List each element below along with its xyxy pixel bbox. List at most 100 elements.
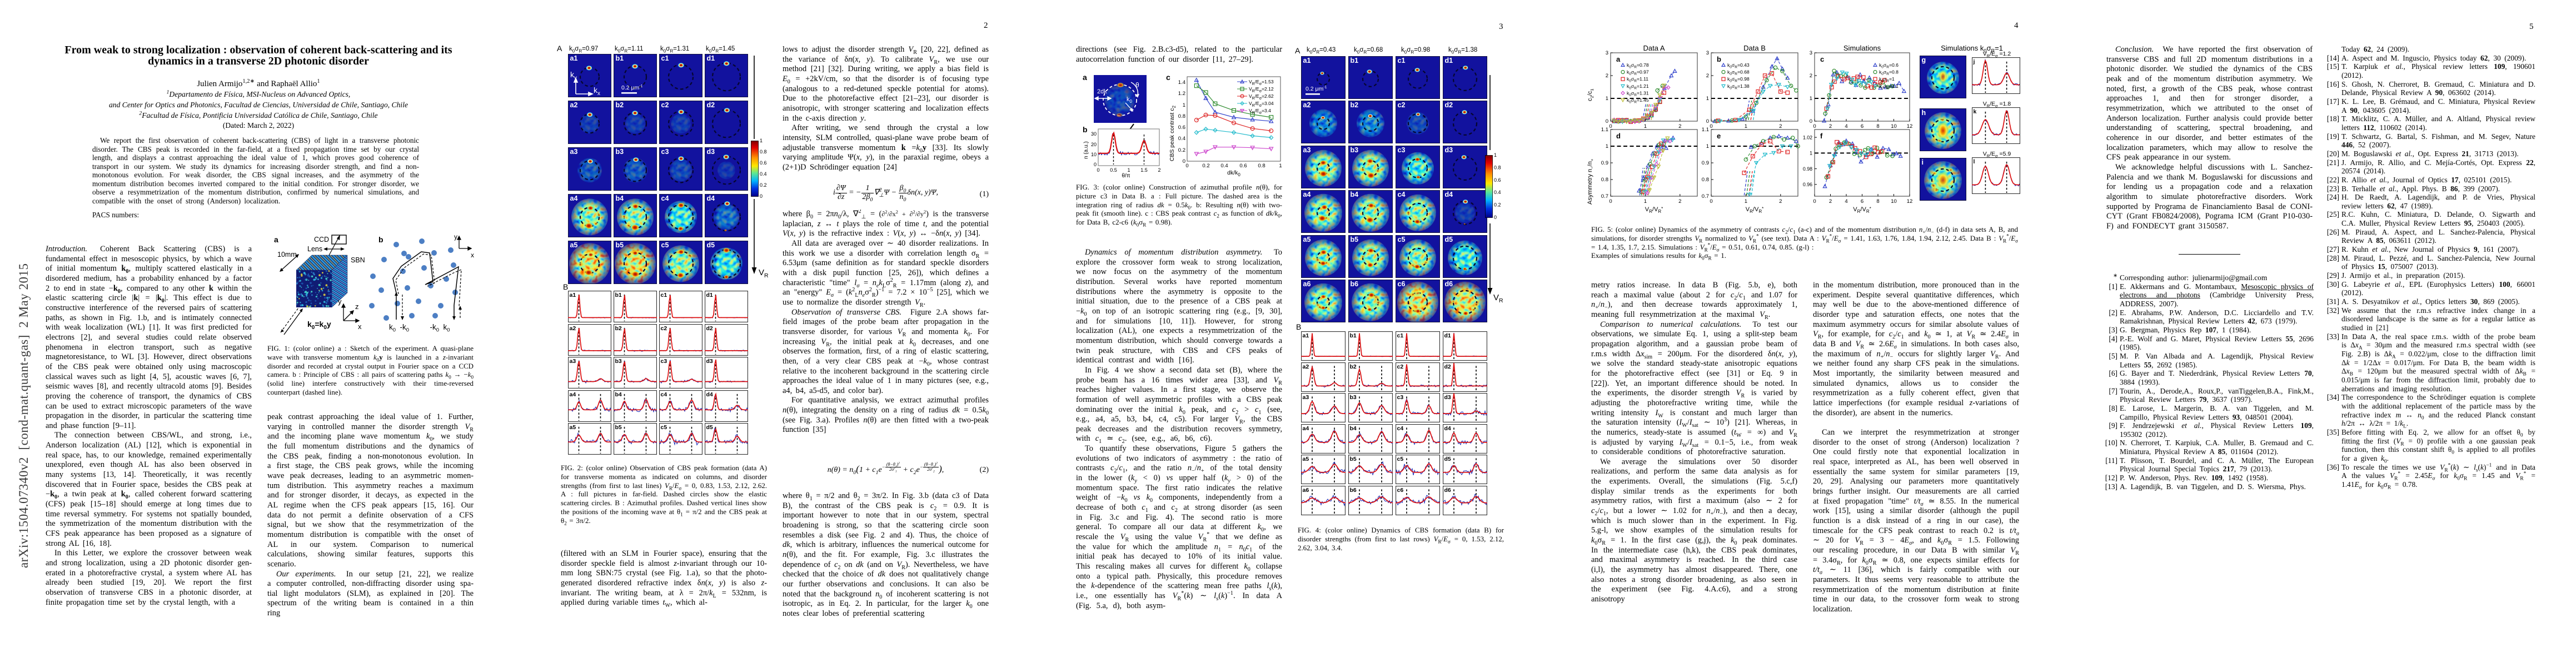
svg-text:0: 0 [760, 193, 763, 199]
svg-text:b3: b3 [1350, 394, 1357, 401]
svg-text:a5: a5 [1303, 236, 1311, 243]
svg-text:k0σR=1.11: k0σR=1.11 [1627, 76, 1648, 83]
svg-text:y: y [454, 235, 457, 241]
svg-text:0: 0 [1609, 123, 1612, 130]
svg-text:0.8: 0.8 [1258, 163, 1265, 169]
svg-text:1: 1 [1183, 102, 1185, 108]
svg-text:10: 10 [1091, 152, 1097, 157]
svg-text:b1: b1 [1351, 57, 1359, 64]
svg-text:n (a.u.): n (a.u.) [1083, 141, 1089, 159]
svg-text:VR/Eσ=2.12: VR/Eσ=2.12 [1249, 86, 1274, 93]
svg-text:a5: a5 [570, 424, 576, 431]
svg-text:1: 1 [1745, 123, 1747, 130]
svg-text:3: 3 [1606, 50, 1608, 56]
svg-text:VR/VR*: VR/VR* [1853, 206, 1871, 213]
svg-text:d: d [1616, 132, 1621, 140]
svg-text:d3: d3 [1445, 146, 1453, 154]
svg-text:CCD: CCD [314, 236, 329, 243]
svg-text:b4: b4 [1351, 191, 1359, 198]
svg-text:c: c [1820, 55, 1824, 63]
svg-text:b5: b5 [616, 241, 624, 249]
svg-text:0.2: 0.2 [1202, 163, 1209, 169]
svg-text:b2: b2 [616, 101, 624, 109]
svg-text:k0σR=0.43: k0σR=0.43 [1727, 62, 1750, 69]
svg-text:b1: b1 [1350, 332, 1357, 339]
svg-text:k0σR=0.6: k0σR=0.6 [1879, 62, 1899, 69]
svg-text:1.1: 1.1 [1601, 127, 1608, 133]
svg-text:0.2: 0.2 [1178, 147, 1185, 153]
svg-text:2: 2 [1706, 73, 1709, 79]
svg-text:10: 10 [1891, 198, 1897, 205]
svg-text:a: a [1083, 73, 1087, 82]
svg-text:a: a [1616, 55, 1621, 63]
svg-text:x: x [471, 251, 474, 259]
svg-text:1.5: 1.5 [1140, 167, 1148, 173]
svg-text:0.5: 0.5 [1110, 167, 1117, 173]
svg-text:a4: a4 [570, 391, 576, 398]
svg-text:1: 1 [1494, 153, 1497, 158]
svg-text:d3: d3 [1444, 394, 1451, 401]
svg-text:c3: c3 [661, 148, 669, 156]
svg-text:0.6: 0.6 [760, 160, 767, 166]
svg-text:l: l [1974, 158, 1975, 165]
svg-text:4: 4 [1845, 198, 1847, 205]
svg-text:a1: a1 [570, 292, 576, 298]
svg-text:b5: b5 [1351, 236, 1359, 243]
svg-text:a3: a3 [570, 148, 578, 156]
svg-text:k0σR=1.38: k0σR=1.38 [1727, 83, 1750, 91]
svg-text:b2: b2 [1350, 364, 1357, 370]
svg-text:1.2: 1.2 [1178, 91, 1185, 97]
svg-text:d1: d1 [707, 54, 715, 62]
svg-text:0.2 μm-1: 0.2 μm-1 [621, 84, 643, 91]
svg-text:a4: a4 [1303, 191, 1311, 198]
svg-text:VR/VR*: VR/VR* [1746, 206, 1763, 213]
svg-text:d1: d1 [1444, 332, 1451, 339]
svg-text:k0σR=0.78: k0σR=0.78 [1627, 62, 1649, 69]
svg-text:0: 0 [1706, 118, 1709, 125]
svg-text:1: 1 [1644, 198, 1647, 205]
svg-text:a2: a2 [1303, 101, 1311, 109]
svg-text:0.6: 0.6 [1239, 163, 1247, 169]
svg-text:0: 0 [1710, 198, 1712, 205]
svg-text:d6: d6 [1445, 280, 1453, 288]
svg-text:k0σR=1: k0σR=1 [1879, 76, 1895, 83]
svg-text:a: a [274, 235, 278, 244]
svg-text:c5: c5 [661, 424, 667, 431]
svg-text:dk/k0: dk/k0 [1227, 170, 1240, 177]
svg-text:1.1: 1.1 [1702, 127, 1709, 133]
svg-text:c3: c3 [661, 358, 667, 365]
svg-text:g: g [1922, 56, 1926, 64]
svg-text:a2: a2 [570, 101, 578, 109]
svg-text:12: 12 [1907, 198, 1913, 205]
svg-text:d4: d4 [706, 391, 713, 398]
svg-text:k0σR=1.31: k0σR=1.31 [1627, 90, 1649, 97]
svg-text:d2: d2 [707, 101, 715, 109]
svg-text:d1: d1 [1445, 57, 1453, 64]
svg-text:0: 0 [1494, 215, 1497, 220]
svg-text:c2: c2 [1398, 101, 1406, 109]
svg-text:2: 2 [1678, 123, 1681, 130]
svg-text:a1: a1 [1303, 332, 1309, 339]
svg-text:1: 1 [1706, 96, 1709, 102]
svg-text:2: 2 [1829, 198, 1832, 205]
svg-text:6: 6 [1861, 123, 1864, 130]
svg-text:c4: c4 [661, 195, 669, 202]
svg-text:d6: d6 [1444, 487, 1451, 494]
svg-text:c5: c5 [661, 241, 669, 249]
svg-text:0.4: 0.4 [760, 171, 767, 177]
svg-text:0.8: 0.8 [1178, 113, 1185, 120]
svg-text:12: 12 [1907, 123, 1913, 130]
svg-text:8: 8 [1876, 123, 1879, 130]
svg-text:0.2: 0.2 [1494, 202, 1501, 208]
svg-text:a1: a1 [1303, 57, 1311, 64]
svg-text:θ: θ [1135, 81, 1139, 89]
svg-text:θ/π: θ/π [1122, 173, 1130, 179]
svg-text:c3: c3 [1397, 394, 1404, 401]
svg-text:c2: c2 [661, 101, 669, 109]
svg-text:a6: a6 [1303, 280, 1311, 288]
svg-text:0: 0 [1094, 162, 1097, 167]
svg-text:x: x [358, 322, 362, 331]
svg-text:0.8: 0.8 [760, 149, 767, 155]
svg-text:a4: a4 [1303, 425, 1309, 432]
svg-text:1: 1 [1606, 96, 1608, 102]
